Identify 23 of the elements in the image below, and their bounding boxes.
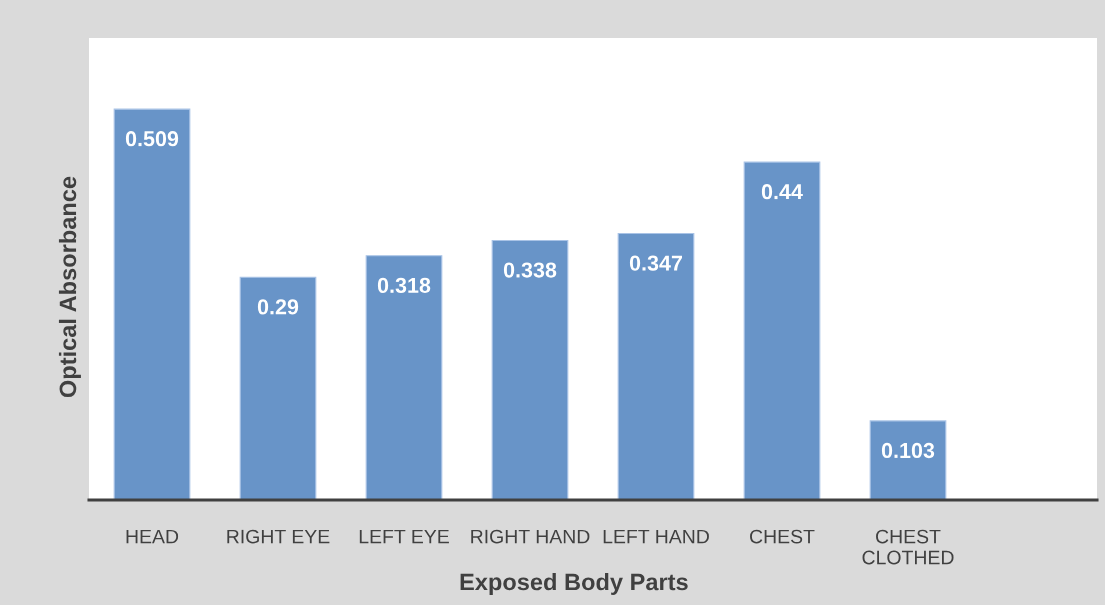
- bar: [113, 108, 191, 500]
- data-label: 0.318: [377, 277, 431, 294]
- bar: [365, 255, 443, 500]
- bar: [869, 420, 947, 500]
- x-tick-label: LEFT EYE: [359, 529, 449, 544]
- bar: [491, 239, 569, 500]
- y-axis-title: Optical Absorbance: [58, 176, 81, 398]
- data-label: 0.44: [761, 184, 803, 200]
- x-tick-label: RIGHT HAND: [471, 529, 590, 544]
- bar: [617, 232, 695, 500]
- data-label: 0.347: [629, 255, 682, 271]
- bar: [239, 276, 317, 500]
- x-tick-label: LEFT HAND: [603, 529, 709, 544]
- x-tick-label: HEAD: [126, 529, 179, 544]
- data-label: 0.338: [503, 262, 557, 278]
- x-tick-label: CHEST CLOTHED: [862, 529, 954, 565]
- bar: [743, 161, 821, 500]
- data-label: 0.509: [125, 131, 179, 147]
- x-tick-label: CHEST: [750, 529, 815, 544]
- x-axis-title: Exposed Body Parts: [460, 573, 688, 596]
- data-label: 0.29: [257, 299, 299, 315]
- data-label: 0.103: [881, 442, 935, 459]
- x-tick-label: RIGHT EYE: [227, 529, 330, 544]
